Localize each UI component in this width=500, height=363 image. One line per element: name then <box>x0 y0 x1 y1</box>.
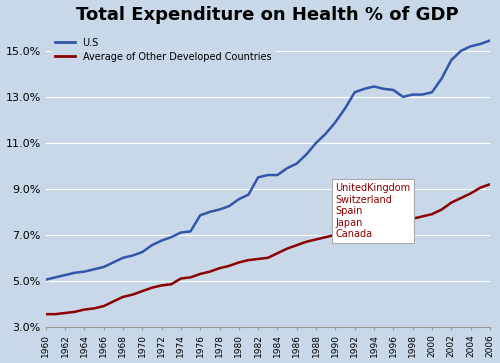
Text: UnitedKingdom
Switzerland
Spain
Japan
Canada: UnitedKingdom Switzerland Spain Japan Ca… <box>336 183 410 240</box>
Title: Total Expenditure on Health % of GDP: Total Expenditure on Health % of GDP <box>76 5 459 24</box>
Legend: U.S, Average of Other Developed Countries: U.S, Average of Other Developed Countrie… <box>50 33 276 66</box>
